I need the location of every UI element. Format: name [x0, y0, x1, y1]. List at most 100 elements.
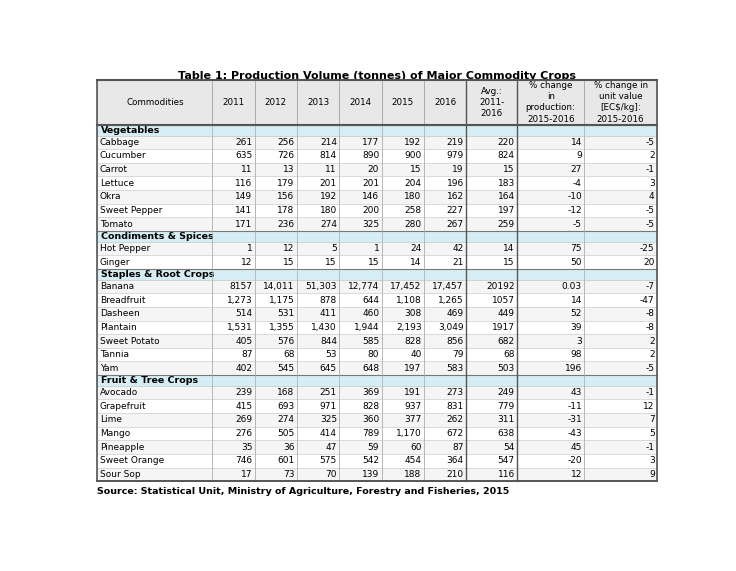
- Bar: [255, 440, 297, 454]
- Text: 19: 19: [453, 165, 464, 174]
- Bar: [466, 440, 517, 454]
- Text: -12: -12: [567, 206, 582, 215]
- Bar: [255, 255, 297, 269]
- Text: -31: -31: [567, 416, 582, 424]
- Text: 256: 256: [277, 138, 294, 147]
- Bar: [584, 400, 657, 413]
- Bar: [297, 468, 339, 481]
- Bar: [255, 386, 297, 400]
- Text: 188: 188: [404, 470, 422, 479]
- Bar: [424, 176, 466, 190]
- Text: 635: 635: [235, 151, 252, 160]
- Bar: [255, 217, 297, 231]
- Bar: [255, 361, 297, 375]
- Bar: [466, 361, 517, 375]
- Text: 937: 937: [404, 402, 422, 411]
- Text: Pineapple: Pineapple: [100, 443, 144, 452]
- Bar: [424, 217, 466, 231]
- Bar: [297, 361, 339, 375]
- Bar: [213, 280, 255, 293]
- Text: 12: 12: [283, 244, 294, 253]
- Text: 11: 11: [325, 165, 337, 174]
- Text: 12: 12: [643, 402, 654, 411]
- Text: 197: 197: [498, 206, 514, 215]
- Bar: [255, 413, 297, 427]
- Bar: [97, 348, 213, 361]
- Text: 227: 227: [447, 206, 464, 215]
- Bar: [424, 468, 466, 481]
- Text: 177: 177: [362, 138, 379, 147]
- Text: 1: 1: [373, 244, 379, 253]
- Bar: [297, 80, 339, 124]
- Bar: [297, 348, 339, 361]
- Bar: [297, 242, 339, 255]
- Bar: [584, 361, 657, 375]
- Bar: [466, 176, 517, 190]
- Text: 2,193: 2,193: [396, 323, 422, 332]
- Text: 79: 79: [453, 350, 464, 359]
- Text: 239: 239: [236, 388, 252, 397]
- Text: Condiments & Spices: Condiments & Spices: [101, 232, 213, 241]
- Text: Okra: Okra: [100, 192, 121, 202]
- Text: -5: -5: [645, 220, 654, 228]
- Bar: [255, 400, 297, 413]
- Text: 15: 15: [410, 165, 422, 174]
- Bar: [255, 320, 297, 334]
- Bar: [424, 163, 466, 176]
- Bar: [339, 176, 381, 190]
- Text: 415: 415: [236, 402, 252, 411]
- Text: -43: -43: [567, 429, 582, 438]
- Text: 47: 47: [325, 443, 337, 452]
- Text: Banana: Banana: [100, 282, 134, 291]
- Bar: [97, 320, 213, 334]
- Text: 979: 979: [447, 151, 464, 160]
- Text: 35: 35: [241, 443, 252, 452]
- Bar: [255, 163, 297, 176]
- Bar: [584, 293, 657, 307]
- Bar: [466, 400, 517, 413]
- Text: 98: 98: [570, 350, 582, 359]
- Bar: [255, 176, 297, 190]
- Bar: [339, 242, 381, 255]
- Text: 20192: 20192: [486, 282, 514, 291]
- Bar: [213, 242, 255, 255]
- Text: Source: Statistical Unit, Ministry of Agriculture, Forestry and Fisheries, 2015: Source: Statistical Unit, Ministry of Ag…: [97, 486, 509, 496]
- Text: 1,944: 1,944: [354, 323, 379, 332]
- Text: 900: 900: [404, 151, 422, 160]
- Bar: [424, 149, 466, 163]
- Bar: [97, 242, 213, 255]
- Bar: [466, 307, 517, 320]
- Text: Sour Sop: Sour Sop: [100, 470, 141, 479]
- Bar: [584, 320, 657, 334]
- Bar: [584, 204, 657, 217]
- Text: 43: 43: [570, 388, 582, 397]
- Text: 192: 192: [404, 138, 422, 147]
- Text: 645: 645: [320, 364, 337, 373]
- Text: 2012: 2012: [265, 98, 287, 107]
- Bar: [584, 176, 657, 190]
- Bar: [381, 242, 424, 255]
- Bar: [339, 440, 381, 454]
- Bar: [584, 80, 657, 124]
- Text: -8: -8: [645, 309, 654, 318]
- Bar: [339, 334, 381, 348]
- Bar: [213, 255, 255, 269]
- Text: 24: 24: [410, 244, 422, 253]
- Bar: [339, 454, 381, 468]
- Text: 460: 460: [362, 309, 379, 318]
- Text: 11: 11: [241, 165, 252, 174]
- Text: 824: 824: [498, 151, 514, 160]
- Bar: [339, 400, 381, 413]
- Bar: [584, 427, 657, 440]
- Bar: [517, 400, 584, 413]
- Bar: [466, 427, 517, 440]
- Bar: [213, 176, 255, 190]
- Bar: [584, 163, 657, 176]
- Text: 60: 60: [410, 443, 422, 452]
- Bar: [297, 255, 339, 269]
- Bar: [297, 427, 339, 440]
- Bar: [424, 320, 466, 334]
- Bar: [424, 307, 466, 320]
- Text: 644: 644: [362, 296, 379, 305]
- Text: 15: 15: [325, 258, 337, 267]
